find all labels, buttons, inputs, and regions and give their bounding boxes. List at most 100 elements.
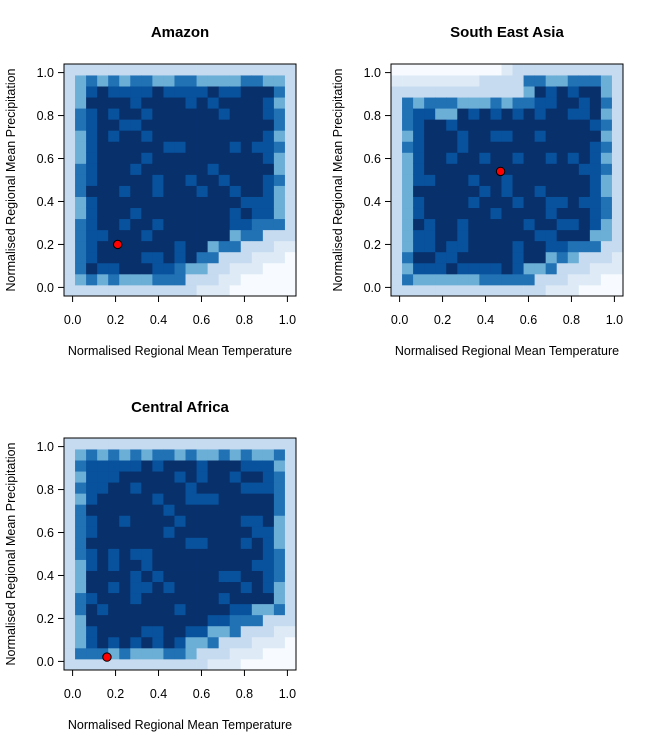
heatmap-cell: [130, 273, 142, 286]
heatmap-cell: [108, 262, 120, 275]
heatmap-cell: [185, 86, 197, 98]
heatmap-cell: [130, 449, 142, 461]
heatmap-cell: [262, 548, 275, 560]
heatmap-cell: [207, 240, 220, 253]
heatmap-cell: [229, 526, 242, 538]
heatmap-cell: [273, 603, 286, 616]
heatmap-cell: [218, 504, 231, 516]
heatmap-cell: [479, 196, 491, 209]
heatmap-cell: [512, 97, 524, 109]
heatmap-cell: [119, 438, 131, 450]
heatmap-cell: [468, 262, 480, 275]
heatmap-cell: [413, 130, 425, 142]
heatmap-cell: [600, 229, 613, 242]
heatmap-cell: [196, 196, 209, 209]
heatmap-cell: [130, 592, 142, 605]
heatmap-cell: [589, 240, 602, 253]
heatmap-cell: [402, 130, 414, 142]
heatmap-cell: [174, 262, 186, 275]
heatmap-cell: [141, 152, 153, 164]
heatmap-cell: [578, 284, 591, 297]
heatmap-cell: [152, 504, 164, 516]
heatmap-cell: [600, 262, 613, 275]
heatmap-cell: [75, 603, 87, 616]
heatmap-cell: [240, 537, 253, 549]
heatmap-cell: [152, 570, 164, 583]
heatmap-cell: [64, 647, 76, 660]
x-tick-label: 0.4: [150, 687, 167, 701]
heatmap-cell: [141, 218, 153, 231]
heatmap-cell: [600, 284, 613, 297]
heatmap-cell: [174, 493, 186, 505]
heatmap-cell: [240, 658, 253, 671]
heatmap-cell: [207, 603, 220, 616]
heatmap-cell: [251, 273, 264, 286]
heatmap-cell: [262, 141, 275, 153]
heatmap-cell: [262, 570, 275, 583]
heatmap-cell: [251, 163, 264, 175]
heatmap-cell: [86, 218, 98, 231]
heatmap-cell: [196, 438, 209, 450]
heatmap-cell: [402, 108, 414, 120]
heatmap-cell: [589, 163, 602, 175]
heatmap-cell: [86, 119, 98, 131]
heatmap-cell: [229, 141, 242, 153]
heatmap-cell: [86, 515, 98, 527]
heatmap-cell: [273, 471, 286, 483]
heatmap-cell: [75, 262, 87, 275]
heatmap-cell: [251, 636, 264, 649]
heatmap-cell: [512, 251, 524, 264]
heatmap-cell: [262, 438, 275, 450]
heatmap-cell: [108, 185, 120, 197]
heatmap-cell: [185, 163, 197, 175]
heatmap-cell: [468, 75, 480, 87]
heatmap-cell: [600, 163, 613, 175]
heatmap-cell: [424, 185, 436, 197]
heatmap-cell: [86, 603, 98, 616]
heatmap-cell: [424, 130, 436, 142]
heatmap-cell: [196, 592, 209, 605]
heatmap-cell: [611, 251, 624, 264]
y-tick-label: 0.0: [37, 655, 54, 669]
heatmap-cell: [218, 449, 231, 461]
heatmap-cell: [141, 592, 153, 605]
heatmap-cell: [273, 581, 286, 594]
heatmap-cell: [262, 449, 275, 461]
heatmap-cell: [446, 64, 458, 76]
heatmap-cell: [479, 130, 491, 142]
heatmap-cell: [589, 119, 602, 131]
heatmap-cell: [86, 251, 98, 264]
heatmap-cell: [218, 460, 231, 472]
heatmap-cell: [523, 86, 536, 98]
heatmap-cell: [207, 262, 220, 275]
heatmap-cell: [446, 174, 458, 186]
heatmap-cell: [229, 273, 242, 286]
heatmap-cell: [457, 152, 469, 164]
heatmap-cell: [251, 75, 264, 87]
heatmap-cell: [402, 207, 414, 220]
heatmap-cell: [424, 141, 436, 153]
heatmap-cell: [152, 273, 164, 286]
heatmap-cell: [119, 273, 131, 286]
heatmap-cell: [402, 273, 414, 286]
heatmap-cell: [196, 97, 209, 109]
heatmap-cell: [567, 86, 580, 98]
heatmap-cell: [64, 141, 76, 153]
heatmap-cell: [479, 97, 491, 109]
heatmap-cell: [163, 460, 175, 472]
heatmap-cell: [523, 251, 536, 264]
heatmap-cell: [251, 493, 264, 505]
heatmap-cell: [556, 251, 569, 264]
heatmap-cell: [600, 130, 613, 142]
x-tick-label: 0.8: [236, 313, 253, 327]
heatmap-cell: [163, 119, 175, 131]
heatmap-cell: [556, 218, 569, 231]
heatmap-cell: [185, 141, 197, 153]
heatmap-cell: [273, 493, 286, 505]
heatmap-cell: [273, 482, 286, 494]
heatmap-cell: [75, 482, 87, 494]
heatmap-cell: [262, 196, 275, 209]
heatmap-cell: [251, 504, 264, 516]
heatmap-cell: [556, 141, 569, 153]
heatmap-cell: [141, 504, 153, 516]
